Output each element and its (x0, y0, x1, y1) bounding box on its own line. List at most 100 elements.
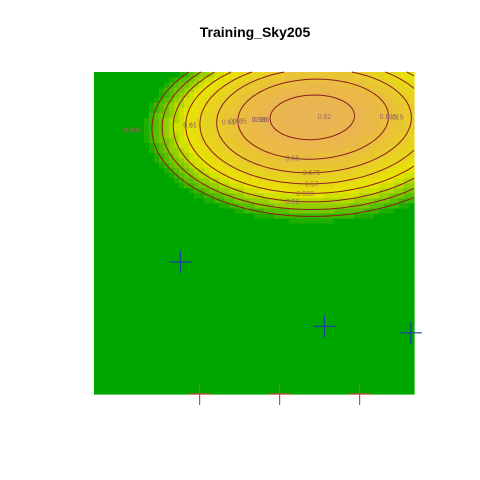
heatmap-cell (384, 353, 390, 360)
heatmap-cell (119, 92, 125, 98)
heatmap-cell (359, 107, 365, 113)
heatmap-cell (169, 197, 175, 204)
heatmap-cell (139, 202, 145, 209)
heatmap-cell (279, 323, 285, 330)
heatmap-cell (189, 147, 195, 154)
heatmap-cell (354, 288, 360, 294)
heatmap-cell (229, 283, 235, 289)
heatmap-cell (124, 152, 130, 159)
heatmap-cell (264, 273, 270, 279)
heatmap-cell (279, 142, 285, 149)
heatmap-cell (94, 137, 100, 144)
heatmap-cell (284, 227, 290, 234)
heatmap-cell (354, 328, 360, 335)
heatmap-cell (244, 212, 250, 219)
heatmap-cell (179, 283, 185, 289)
heatmap-cell (184, 147, 190, 154)
heatmap-cell (294, 328, 300, 335)
heatmap-cell (344, 132, 350, 139)
heatmap-cell (324, 373, 330, 380)
heatmap-cell (219, 273, 225, 279)
heatmap-cell (239, 318, 245, 325)
heatmap-cell (359, 248, 365, 254)
heatmap-cell (139, 222, 145, 229)
heatmap-cell (274, 112, 280, 118)
heatmap-cell (399, 238, 405, 244)
heatmap-cell (114, 127, 120, 133)
heatmap-cell (274, 142, 280, 149)
heatmap-cell (234, 373, 240, 380)
heatmap-cell (294, 263, 300, 269)
heatmap-cell (294, 117, 300, 123)
heatmap-cell (374, 353, 380, 360)
heatmap-cell (244, 278, 250, 284)
blue-cross-marker (169, 250, 192, 273)
heatmap-cell (349, 323, 355, 330)
heatmap-cell (114, 107, 120, 113)
heatmap-cell (134, 273, 140, 279)
heatmap-cell (194, 152, 200, 159)
heatmap-cell (224, 318, 230, 325)
heatmap-cell (109, 358, 115, 365)
heatmap-cell (264, 333, 270, 340)
heatmap-cell (329, 358, 335, 365)
heatmap-cell (389, 147, 395, 154)
heatmap-cell (349, 368, 355, 375)
heatmap-cell (219, 72, 225, 78)
heatmap-cell (344, 82, 350, 88)
heatmap-cell (344, 233, 350, 239)
heatmap-cell (234, 288, 240, 294)
heatmap-cell (149, 207, 155, 214)
heatmap-cell (344, 207, 350, 214)
heatmap-cell (204, 162, 210, 169)
heatmap-cell (334, 207, 340, 214)
heatmap-cell (104, 182, 110, 189)
heatmap-cell (159, 137, 165, 144)
heatmap-cell (364, 283, 370, 289)
heatmap-cell (329, 87, 335, 93)
heatmap-cell (104, 92, 110, 98)
heatmap-cell (169, 72, 175, 78)
heatmap-cell (104, 102, 110, 108)
heatmap-cell (294, 323, 300, 330)
heatmap-cell (319, 373, 325, 380)
heatmap-cell (134, 137, 140, 144)
heatmap-cell (214, 112, 220, 118)
heatmap-cell (99, 217, 105, 224)
heatmap-cell (274, 132, 280, 139)
heatmap-cell (139, 303, 145, 310)
heatmap-cell (289, 117, 295, 123)
heatmap-cell (399, 233, 405, 239)
heatmap-cell (289, 353, 295, 360)
heatmap-cell (279, 202, 285, 209)
heatmap-cell (329, 353, 335, 360)
heatmap-cell (94, 328, 100, 335)
heatmap-cell (169, 142, 175, 149)
heatmap-cell (404, 248, 410, 254)
heatmap-cell (104, 212, 110, 219)
heatmap-cell (299, 137, 305, 144)
heatmap-cell (244, 107, 250, 113)
heatmap-cell (179, 162, 185, 169)
heatmap-cell (239, 212, 245, 219)
heatmap-cell (229, 368, 235, 375)
heatmap-cell (124, 87, 130, 93)
heatmap-cell (154, 323, 160, 330)
heatmap-cell (404, 328, 410, 335)
heatmap-cell (204, 147, 210, 154)
heatmap-cell (339, 298, 345, 305)
heatmap-cell (209, 298, 215, 305)
heatmap-cell (374, 243, 380, 249)
heatmap-cell (404, 202, 410, 209)
heatmap-cell (349, 162, 355, 169)
heatmap-cell (314, 177, 320, 184)
heatmap-cell (189, 373, 195, 380)
heatmap-cell (344, 192, 350, 199)
heatmap-cell (399, 112, 405, 118)
contour-line (161, 71, 415, 210)
heatmap-cell (284, 127, 290, 133)
heatmap-cell (349, 182, 355, 189)
heatmap-cell (109, 192, 115, 199)
heatmap-cell (219, 253, 225, 259)
heatmap-cell (349, 177, 355, 184)
